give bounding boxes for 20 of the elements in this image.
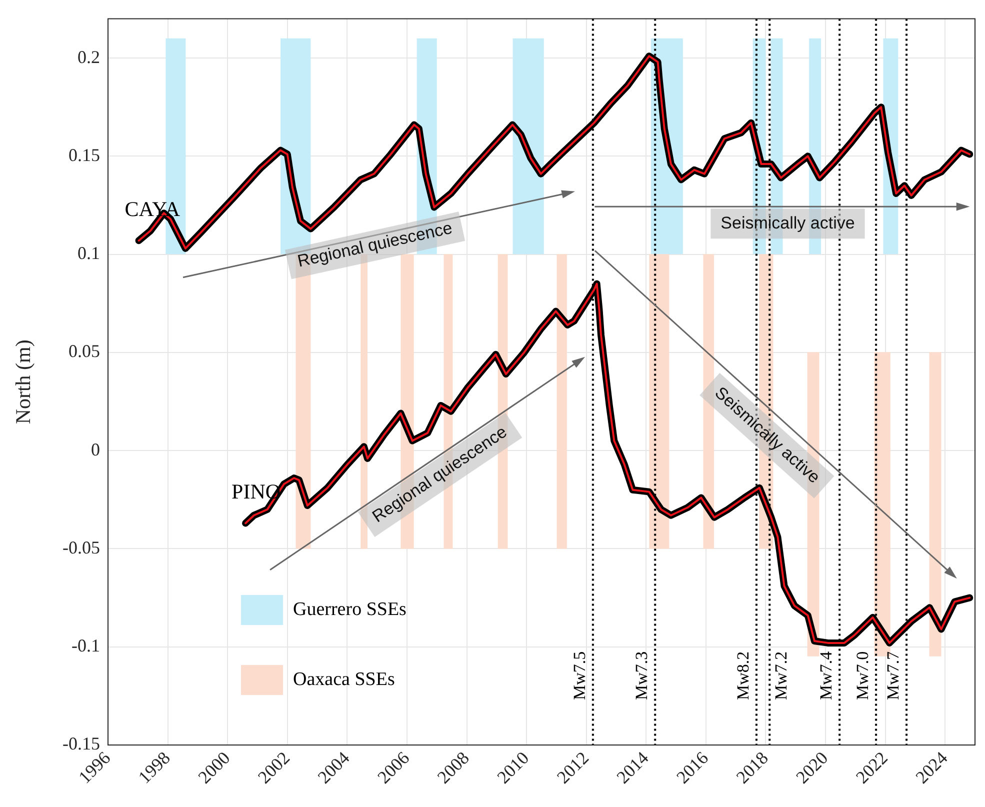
ref-line-label: Mw8.2 bbox=[733, 651, 752, 700]
ref-line-label: Mw7.0 bbox=[853, 651, 872, 700]
y-tick-label: 0.05 bbox=[68, 341, 100, 362]
legend-label: Guerrero SSEs bbox=[293, 598, 406, 620]
y-tick-label: -0.1 bbox=[72, 636, 100, 656]
y-tick-label: 0 bbox=[91, 439, 100, 460]
y-tick-label: -0.05 bbox=[62, 537, 100, 558]
y-axis-title: North (m) bbox=[11, 340, 36, 424]
annotation: Seismically active bbox=[720, 213, 855, 232]
y-tick-label: 0.2 bbox=[78, 46, 100, 67]
y-tick-label: 0.15 bbox=[68, 144, 100, 165]
y-tick-label: 0.1 bbox=[78, 243, 100, 264]
ref-line-label: Mw7.3 bbox=[632, 651, 652, 700]
ref-line-label: Mw7.2 bbox=[772, 651, 791, 700]
ref-line-label: Mw7.4 bbox=[816, 650, 836, 700]
ref-line-label: Mw7.7 bbox=[884, 650, 903, 700]
ref-line-label: Mw7.5 bbox=[570, 651, 589, 700]
legend-label: Oaxaca SSEs bbox=[293, 668, 395, 690]
series-label: CAYA bbox=[124, 197, 181, 222]
y-tick-label: -0.15 bbox=[62, 734, 100, 754]
